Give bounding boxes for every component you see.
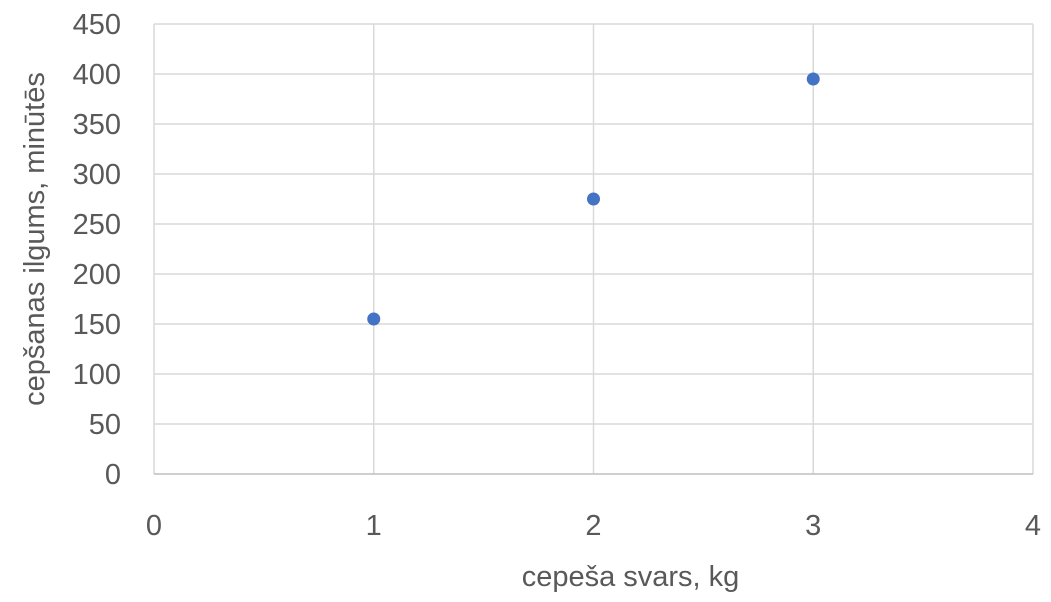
y-tick-label: 150 bbox=[73, 309, 121, 341]
y-tick-label: 0 bbox=[105, 459, 121, 491]
y-tick-label: 200 bbox=[73, 259, 121, 291]
y-tick-label: 50 bbox=[89, 409, 121, 441]
x-tick-label: 4 bbox=[1025, 510, 1041, 542]
horizontal-gridlines bbox=[154, 23, 1033, 425]
y-tick-label: 450 bbox=[73, 9, 121, 41]
y-tick-label: 250 bbox=[73, 209, 121, 241]
y-tick-label: 400 bbox=[73, 59, 121, 91]
y-tick-label: 100 bbox=[73, 359, 121, 391]
data-point bbox=[806, 72, 820, 86]
y-tick-label: 300 bbox=[73, 159, 121, 191]
x-tick-label: 3 bbox=[805, 510, 821, 542]
y-tick-labels: 0 50 100 150 200 250 300 350 400 450 bbox=[73, 9, 121, 491]
x-tick-label: 2 bbox=[585, 510, 601, 542]
x-axis-title: cepeša svars, kg bbox=[522, 561, 740, 593]
x-tick-labels: 0 1 2 3 4 bbox=[146, 510, 1041, 542]
y-tick-label: 350 bbox=[73, 109, 121, 141]
data-point bbox=[587, 192, 600, 206]
data-points bbox=[367, 72, 820, 326]
data-point bbox=[367, 312, 381, 326]
x-tick-label: 0 bbox=[146, 510, 162, 542]
y-axis-title: cepšanas ilgums, minūtēs bbox=[19, 72, 51, 406]
x-tick-label: 1 bbox=[366, 510, 382, 542]
vertical-gridlines bbox=[153, 24, 1034, 474]
